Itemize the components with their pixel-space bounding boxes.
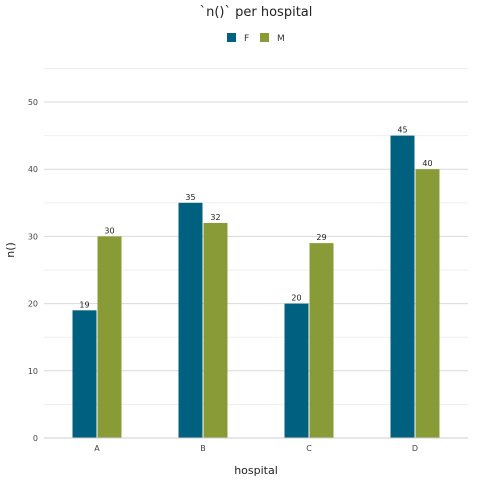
- legend-label-f: F: [244, 34, 249, 44]
- data-label-a-m: 30: [104, 226, 114, 235]
- data-label-b-f: 35: [185, 193, 195, 202]
- y-tick-label: 30: [28, 232, 38, 241]
- bar-c-m: [309, 243, 334, 438]
- data-label-d-m: 40: [422, 159, 432, 168]
- bar-d-f: [390, 135, 415, 438]
- legend: F M: [227, 33, 285, 44]
- x-tick-label: A: [94, 444, 100, 453]
- data-labels: 19 30 35 32 20 29 45 40: [79, 126, 432, 310]
- y-tick-label: 50: [28, 98, 38, 107]
- x-tick-label: B: [200, 444, 206, 453]
- bar-a-f: [72, 310, 97, 438]
- x-axis-ticks: A B C D: [94, 444, 418, 453]
- data-label-c-m: 29: [316, 233, 326, 242]
- y-tick-label: 40: [28, 165, 38, 174]
- bar-b-f: [178, 202, 203, 438]
- data-label-b-m: 32: [210, 213, 220, 222]
- legend-swatch-m: [260, 33, 269, 42]
- y-axis-title: n(): [4, 242, 17, 258]
- legend-swatch-f: [227, 33, 236, 42]
- bar-d-m: [415, 169, 440, 438]
- bar-c-f: [284, 303, 309, 438]
- bar-a-m: [97, 236, 122, 438]
- data-label-d-f: 45: [397, 126, 407, 135]
- y-tick-label: 10: [28, 367, 38, 376]
- bars: [72, 135, 440, 438]
- legend-label-m: M: [277, 34, 285, 44]
- y-axis-ticks: 0 10 20 30 40 50: [28, 98, 38, 443]
- y-tick-label: 20: [28, 300, 38, 309]
- y-tick-label: 0: [33, 434, 38, 443]
- x-axis-title: hospital: [234, 464, 278, 477]
- chart-title: `n()` per hospital: [200, 5, 313, 20]
- bar-b-m: [203, 222, 228, 438]
- data-label-c-f: 20: [291, 294, 301, 303]
- data-label-a-f: 19: [79, 300, 89, 309]
- x-tick-label: C: [306, 444, 312, 453]
- x-tick-label: D: [412, 444, 418, 453]
